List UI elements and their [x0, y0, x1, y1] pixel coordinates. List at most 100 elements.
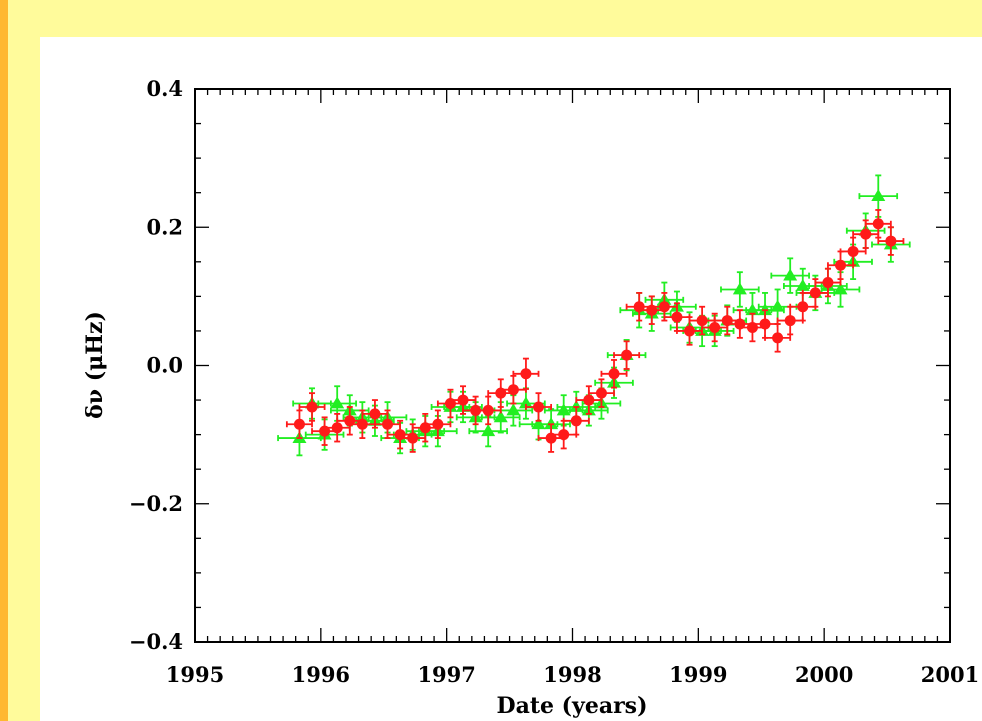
data-point: [424, 409, 452, 439]
circle-marker: [809, 287, 821, 299]
triangle-marker: [770, 299, 785, 312]
circle-marker: [369, 408, 381, 420]
triangle-marker: [481, 424, 496, 437]
circle-marker: [671, 311, 683, 323]
circle-marker: [860, 228, 872, 240]
data-point: [676, 316, 704, 346]
x-tick-label: 1997: [417, 662, 475, 687]
circle-marker: [507, 384, 519, 396]
major-ticks: [194, 88, 951, 643]
data-point: [738, 312, 766, 343]
circle-marker: [621, 349, 633, 361]
triangle-marker: [795, 279, 810, 291]
triangle-marker: [518, 396, 533, 409]
data-point: [474, 395, 502, 426]
minor-ticks: [195, 89, 950, 642]
y-tick-label: −0.2: [129, 491, 183, 516]
circle-marker: [847, 245, 859, 257]
data-point: [512, 357, 540, 390]
circle-marker: [658, 301, 670, 313]
data-point: [285, 409, 313, 439]
data-point: [600, 359, 628, 389]
y-tick-labels: −0.4 −0.2 0.0 0.2 0.4: [129, 76, 183, 654]
data-point: [713, 305, 741, 336]
triangle-marker: [506, 403, 521, 416]
x-tick-label: 2001: [921, 662, 979, 687]
circle-marker: [432, 418, 444, 430]
circle-marker: [797, 301, 809, 313]
data-point: [298, 392, 326, 422]
circle-marker: [822, 277, 834, 289]
x-tick-label: 1995: [166, 662, 224, 687]
circle-marker: [520, 368, 532, 380]
circle-marker: [684, 325, 696, 337]
data-point: [575, 385, 603, 415]
data-point: [525, 392, 553, 422]
circle-marker: [595, 387, 607, 399]
circle-marker: [382, 418, 394, 430]
plot-frame: [194, 88, 951, 643]
y-tick-label: 0.0: [146, 353, 183, 378]
triangle-marker: [758, 303, 773, 316]
data-point: [587, 378, 615, 408]
data-point: [449, 385, 477, 415]
red-circle-series: [285, 209, 905, 453]
data-point: [613, 340, 641, 370]
triangle-marker: [493, 410, 508, 423]
circle-marker: [407, 432, 419, 444]
data-point: [776, 305, 804, 336]
circle-marker: [696, 315, 708, 327]
triangle-marker: [783, 268, 798, 281]
data-point: [770, 257, 810, 294]
triangle-marker: [745, 303, 760, 316]
data-point: [562, 406, 590, 436]
circle-marker: [583, 394, 595, 406]
data-point: [858, 174, 899, 218]
x-tick-label: 2000: [795, 662, 853, 687]
circle-marker: [533, 401, 545, 413]
x-tick-label: 1999: [669, 662, 727, 687]
data-point: [499, 374, 527, 405]
data-point: [814, 267, 842, 298]
y-tick-label: 0.4: [146, 76, 183, 101]
triangle-marker: [544, 417, 559, 430]
x-tick-label: 1996: [292, 662, 350, 687]
circle-marker: [457, 394, 469, 406]
y-tick-label: −0.4: [129, 629, 183, 654]
circle-marker: [293, 418, 305, 430]
triangle-marker: [833, 282, 848, 295]
circle-marker: [306, 401, 318, 413]
data-point: [720, 271, 760, 308]
y-axis-title: δν (μHz): [82, 311, 108, 419]
triangle-marker: [556, 403, 571, 416]
y-tick-label: 0.2: [146, 214, 183, 239]
triangle-marker: [732, 282, 747, 295]
left-accent-strip: [0, 0, 8, 721]
circle-marker: [331, 422, 343, 434]
x-tick-labels: 1995 1996 1997 1998 1999 2000 2001: [166, 662, 979, 687]
x-axis-title: Date (years): [497, 693, 648, 719]
data-point: [864, 209, 892, 239]
data-point: [877, 226, 905, 256]
triangle-marker: [330, 396, 345, 409]
circle-marker: [608, 368, 620, 380]
circle-marker: [570, 415, 582, 427]
x-tick-label: 1998: [543, 662, 601, 687]
circle-marker: [482, 404, 494, 416]
triangle-marker: [531, 417, 546, 430]
circle-marker: [885, 235, 897, 247]
circle-marker: [872, 218, 884, 230]
circle-marker: [835, 259, 847, 271]
triangle-marker: [569, 399, 584, 412]
circle-marker: [356, 418, 368, 430]
circle-marker: [772, 332, 784, 344]
circle-marker: [709, 321, 721, 333]
data-point: [764, 323, 792, 353]
triangle-marker: [871, 189, 886, 202]
data-point: [827, 250, 855, 280]
data-point: [550, 419, 578, 450]
data-point: [801, 278, 829, 308]
circle-marker: [759, 318, 771, 330]
circle-marker: [558, 429, 570, 441]
